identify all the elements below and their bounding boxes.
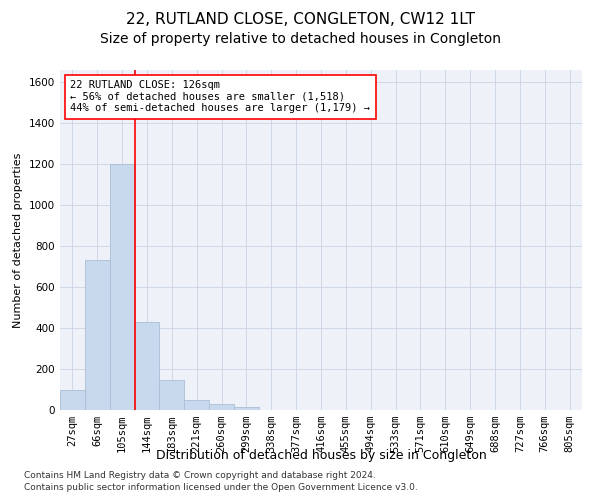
Text: Contains HM Land Registry data © Crown copyright and database right 2024.: Contains HM Land Registry data © Crown c…: [24, 471, 376, 480]
Bar: [184, 400, 209, 410]
Bar: [60, 390, 85, 410]
Bar: [134, 322, 160, 410]
Bar: [110, 164, 134, 410]
Y-axis label: Number of detached properties: Number of detached properties: [13, 152, 23, 328]
Text: 22 RUTLAND CLOSE: 126sqm
← 56% of detached houses are smaller (1,518)
44% of sem: 22 RUTLAND CLOSE: 126sqm ← 56% of detach…: [70, 80, 370, 114]
Text: Distribution of detached houses by size in Congleton: Distribution of detached houses by size …: [155, 448, 487, 462]
Text: Size of property relative to detached houses in Congleton: Size of property relative to detached ho…: [100, 32, 500, 46]
Bar: [209, 404, 234, 410]
Bar: [234, 407, 259, 410]
Bar: [160, 380, 184, 410]
Text: 22, RUTLAND CLOSE, CONGLETON, CW12 1LT: 22, RUTLAND CLOSE, CONGLETON, CW12 1LT: [125, 12, 475, 28]
Bar: [85, 260, 110, 410]
Text: Contains public sector information licensed under the Open Government Licence v3: Contains public sector information licen…: [24, 484, 418, 492]
